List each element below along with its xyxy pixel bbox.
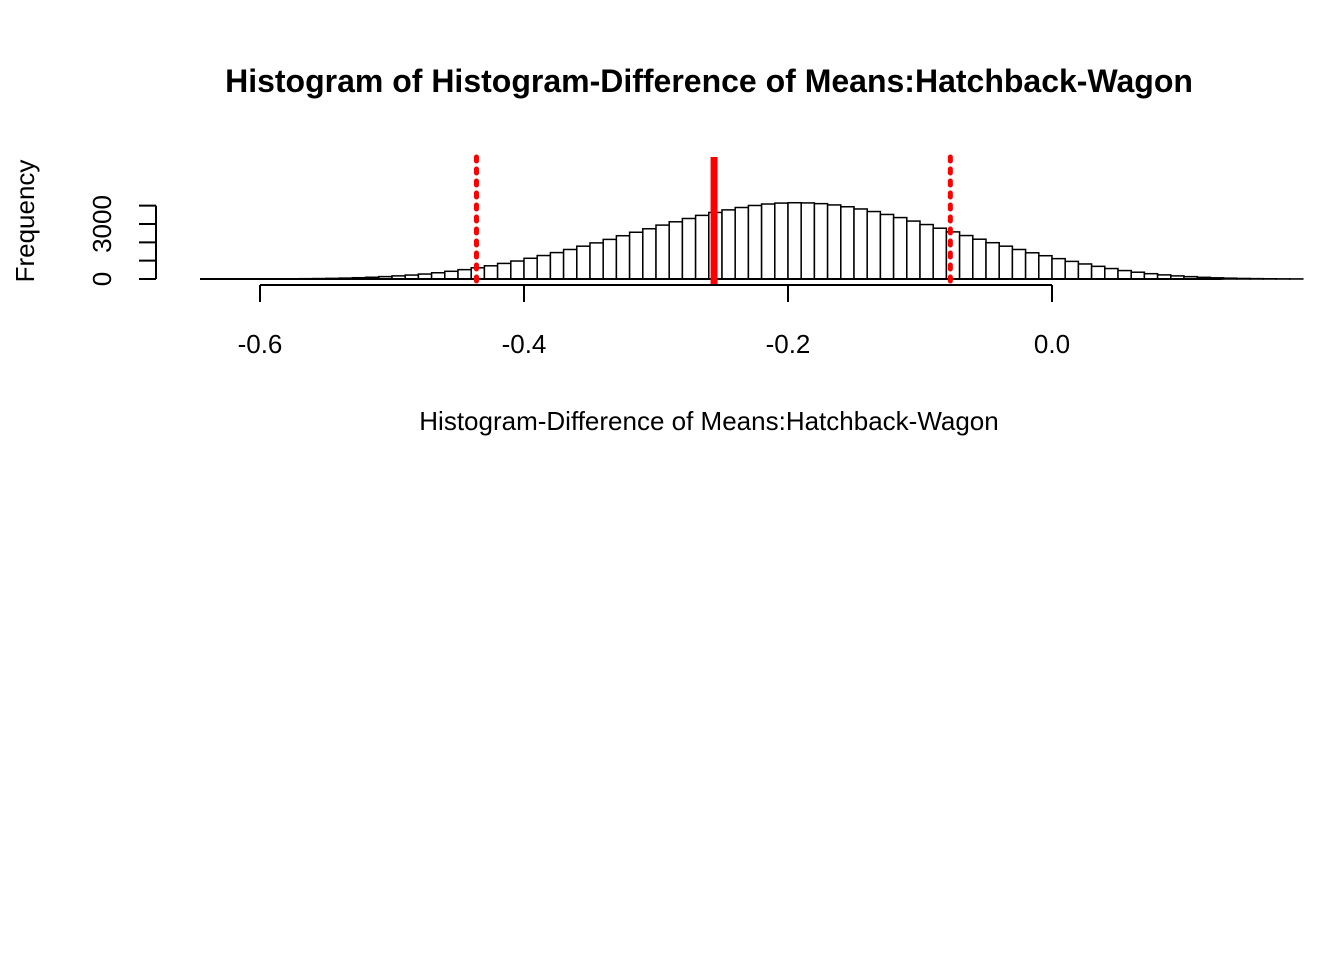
histogram-bar [800, 202, 816, 280]
histogram-bar [444, 270, 459, 280]
histogram-bar [615, 234, 631, 280]
histogram-bar [681, 217, 697, 280]
histogram-bar [483, 265, 499, 280]
x-tick-label: -0.2 [766, 329, 811, 359]
x-tick-label: -0.4 [502, 329, 547, 359]
histogram-bar [787, 201, 802, 280]
reference-lines [473, 154, 953, 288]
histogram-bar [1236, 277, 1251, 280]
histogram-bar [549, 251, 565, 280]
histogram-bar [972, 238, 987, 280]
histogram-bar [1090, 265, 1106, 280]
histogram-bar [813, 202, 829, 280]
histogram-bar [602, 238, 618, 280]
histogram-bar [840, 206, 855, 280]
histogram-bar [496, 262, 512, 280]
histogram-bar [826, 204, 842, 280]
histogram-bar [734, 206, 750, 280]
y-tick-label: 3000 [87, 195, 117, 253]
histogram-bar [1051, 257, 1066, 280]
histogram-bar [576, 245, 591, 280]
histogram-bars [259, 201, 1304, 280]
histogram-bar [1011, 248, 1027, 280]
histogram-bar [932, 227, 948, 280]
histogram-bar [1117, 269, 1132, 280]
histogram-bar [668, 221, 684, 280]
histogram-bar [985, 241, 1000, 280]
histogram-bar [721, 209, 736, 280]
y-tick-label: 0 [87, 272, 117, 286]
histogram-bar [589, 242, 604, 280]
histogram-bar [879, 213, 895, 280]
histogram-bar [919, 223, 934, 280]
histogram-bar [1024, 252, 1040, 280]
histogram-bar [1222, 277, 1238, 280]
histogram-bar [1077, 263, 1093, 280]
histogram-bar [642, 228, 657, 280]
x-axis: -0.6 -0.4 -0.2 0.0 [238, 284, 1070, 359]
histogram-bar [760, 203, 776, 280]
histogram-bar [628, 231, 644, 280]
histogram-bar [998, 245, 1014, 280]
histogram-bar [655, 224, 670, 280]
histogram-bar [892, 216, 908, 280]
y-axis: 0 3000 [87, 195, 157, 286]
histogram-bar [1130, 271, 1146, 280]
histogram-bar [853, 208, 868, 280]
histogram-bar [523, 257, 538, 280]
x-tick-label: -0.6 [238, 329, 283, 359]
histogram-bar [774, 202, 789, 280]
histogram-bar [1064, 260, 1080, 280]
histogram-bar [536, 254, 552, 280]
chart-title: Histogram of Histogram-Difference of Mea… [225, 63, 1193, 99]
histogram-bar [866, 210, 882, 280]
histogram-bar [747, 204, 763, 280]
histogram-bar [958, 234, 974, 280]
histogram-bar [906, 220, 921, 280]
histogram-bar [457, 268, 472, 280]
histogram-bar [562, 248, 578, 280]
histogram-bar [1038, 254, 1053, 280]
histogram-bar [1104, 267, 1119, 280]
histogram-bar [510, 260, 525, 280]
histogram-bar [694, 214, 710, 280]
x-axis-label: Histogram-Difference of Means:Hatchback-… [419, 406, 998, 436]
x-tick-label: 0.0 [1034, 329, 1070, 359]
y-axis-label: Frequency [10, 160, 40, 283]
